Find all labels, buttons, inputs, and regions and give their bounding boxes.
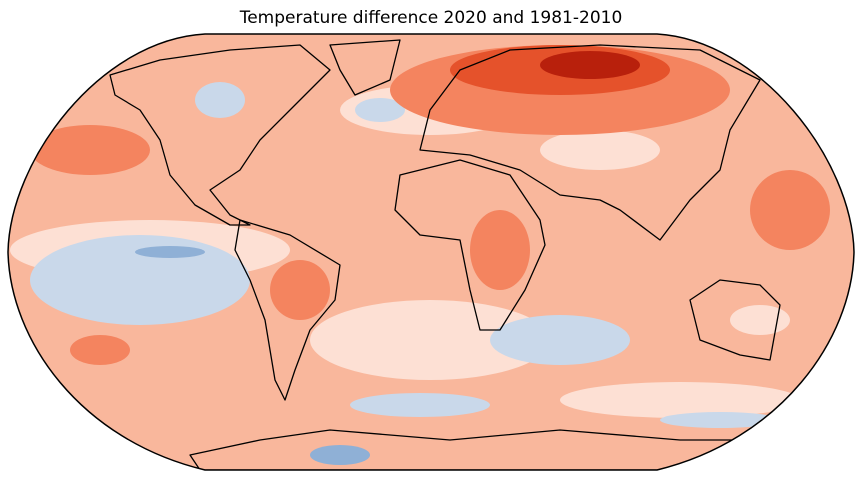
field-cool <box>195 82 245 118</box>
map-title: Temperature difference 2020 and 1981-201… <box>239 8 623 28</box>
south-america <box>234 219 341 401</box>
field-cool <box>660 412 780 428</box>
field-cool <box>30 235 250 325</box>
field-cool <box>355 98 405 122</box>
field-warm <box>750 170 830 250</box>
field-warm <box>70 335 130 365</box>
field-pale <box>540 130 660 170</box>
africa <box>394 159 546 331</box>
antarctica <box>189 429 771 470</box>
greenland <box>329 39 401 96</box>
north-america <box>109 44 331 226</box>
australia <box>689 279 781 361</box>
field-pale <box>560 382 800 418</box>
field-warm <box>270 260 330 320</box>
field-warm <box>30 125 150 175</box>
field-warm <box>470 210 530 290</box>
map-border <box>7 33 855 471</box>
field-pale <box>730 305 790 335</box>
field-cold <box>135 246 205 258</box>
field-cold <box>310 445 370 465</box>
field-cool <box>490 315 630 365</box>
field-pale <box>310 300 550 380</box>
field-hottest <box>540 51 640 79</box>
field-cool <box>350 393 490 417</box>
temperature-field <box>8 34 854 470</box>
eurasia <box>419 44 761 241</box>
